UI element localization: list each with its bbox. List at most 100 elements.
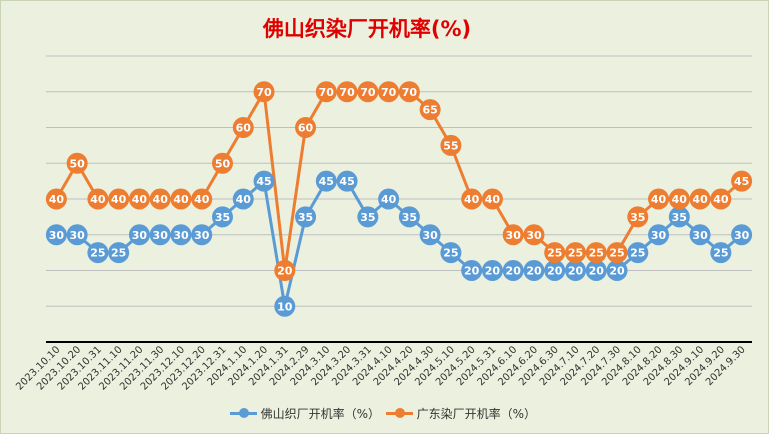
data-point-0 xyxy=(149,224,171,246)
data-label-1: 70 xyxy=(360,86,376,99)
data-point-0 xyxy=(87,242,109,264)
data-label-0: 30 xyxy=(49,229,65,242)
data-label-0: 35 xyxy=(360,211,375,224)
data-label-0: 25 xyxy=(111,247,126,260)
data-point-0 xyxy=(668,206,690,228)
data-label-1: 60 xyxy=(236,122,252,135)
data-point-0 xyxy=(419,224,441,246)
data-label-1: 40 xyxy=(672,193,688,206)
data-point-1 xyxy=(232,117,254,138)
data-label-1: 30 xyxy=(506,229,522,242)
data-label-0: 20 xyxy=(547,265,563,278)
data-point-0 xyxy=(523,260,545,281)
data-label-0: 30 xyxy=(194,229,210,242)
data-label-0: 10 xyxy=(277,300,293,313)
data-label-0: 25 xyxy=(90,247,105,260)
data-point-0 xyxy=(128,224,150,246)
data-point-0 xyxy=(191,224,213,246)
data-label-1: 65 xyxy=(422,104,437,117)
data-label-0: 40 xyxy=(381,193,397,206)
data-label-0: 20 xyxy=(589,265,605,278)
data-point-0 xyxy=(398,206,420,228)
data-label-1: 40 xyxy=(651,193,667,206)
data-point-1 xyxy=(627,206,649,228)
data-label-1: 55 xyxy=(443,139,458,152)
data-point-1 xyxy=(461,188,483,210)
data-point-1 xyxy=(45,188,67,210)
data-label-1: 40 xyxy=(485,193,501,206)
data-point-1 xyxy=(149,188,171,210)
data-point-1 xyxy=(128,188,150,210)
chart-title: 佛山织染厂开机率(%) xyxy=(262,17,472,41)
data-label-0: 35 xyxy=(298,211,313,224)
data-point-1 xyxy=(565,242,586,264)
data-point-0 xyxy=(232,188,254,210)
data-point-0 xyxy=(481,260,503,281)
data-label-0: 30 xyxy=(692,229,708,242)
data-label-1: 40 xyxy=(692,193,708,206)
data-point-1 xyxy=(419,99,441,121)
data-point-1 xyxy=(66,152,88,174)
data-point-1 xyxy=(295,117,317,138)
legend-label: 广东染厂开机率（%） xyxy=(416,406,536,421)
data-point-1 xyxy=(398,81,420,103)
data-label-0: 30 xyxy=(173,229,189,242)
data-label-1: 50 xyxy=(215,157,231,170)
data-point-0 xyxy=(710,242,732,264)
data-label-0: 30 xyxy=(651,229,667,242)
data-label-0: 25 xyxy=(630,247,645,260)
data-point-0 xyxy=(108,242,130,264)
data-point-0 xyxy=(544,260,566,281)
data-label-1: 60 xyxy=(298,122,314,135)
data-point-1 xyxy=(212,152,233,174)
legend-item-foshan-weaving: 佛山织厂开机率（%） xyxy=(230,405,380,422)
data-label-1: 25 xyxy=(609,247,624,260)
data-point-0 xyxy=(731,224,753,246)
data-label-0: 45 xyxy=(339,175,354,188)
data-point-0 xyxy=(212,206,233,228)
data-label-0: 20 xyxy=(485,265,501,278)
data-point-0 xyxy=(565,260,586,281)
data-label-0: 45 xyxy=(256,175,271,188)
data-label-1: 40 xyxy=(132,193,148,206)
data-point-0 xyxy=(274,295,296,317)
data-label-1: 40 xyxy=(90,193,106,206)
data-point-0 xyxy=(66,224,88,246)
data-point-0 xyxy=(461,260,483,281)
data-point-0 xyxy=(315,170,337,192)
data-label-0: 30 xyxy=(132,229,148,242)
data-label-1: 40 xyxy=(194,193,210,206)
data-point-1 xyxy=(689,188,711,210)
data-label-0: 35 xyxy=(672,211,687,224)
data-label-1: 25 xyxy=(568,247,583,260)
data-point-1 xyxy=(648,188,670,210)
data-point-1 xyxy=(170,188,192,210)
data-label-1: 25 xyxy=(589,247,604,260)
data-point-0 xyxy=(585,260,607,281)
data-point-1 xyxy=(481,188,503,210)
data-point-1 xyxy=(108,188,130,210)
legend-item-guangdong-dyeing: 广东染厂开机率（%） xyxy=(386,405,536,422)
data-point-0 xyxy=(295,206,317,228)
data-label-1: 50 xyxy=(69,157,85,170)
data-point-0 xyxy=(170,224,192,246)
data-label-0: 25 xyxy=(443,247,458,260)
data-point-0 xyxy=(627,242,649,264)
data-label-1: 70 xyxy=(402,86,418,99)
data-label-1: 45 xyxy=(734,175,749,188)
data-point-0 xyxy=(253,170,275,192)
data-point-0 xyxy=(45,224,67,246)
data-point-1 xyxy=(502,224,524,246)
data-label-1: 70 xyxy=(256,86,272,99)
data-point-1 xyxy=(585,242,607,264)
data-label-1: 20 xyxy=(277,265,293,278)
data-label-1: 70 xyxy=(319,86,335,99)
data-label-1: 70 xyxy=(381,86,397,99)
data-point-1 xyxy=(87,188,109,210)
data-label-1: 40 xyxy=(713,193,729,206)
data-point-1 xyxy=(191,188,213,210)
data-point-1 xyxy=(668,188,690,210)
data-label-0: 20 xyxy=(506,265,522,278)
data-point-0 xyxy=(357,206,379,228)
